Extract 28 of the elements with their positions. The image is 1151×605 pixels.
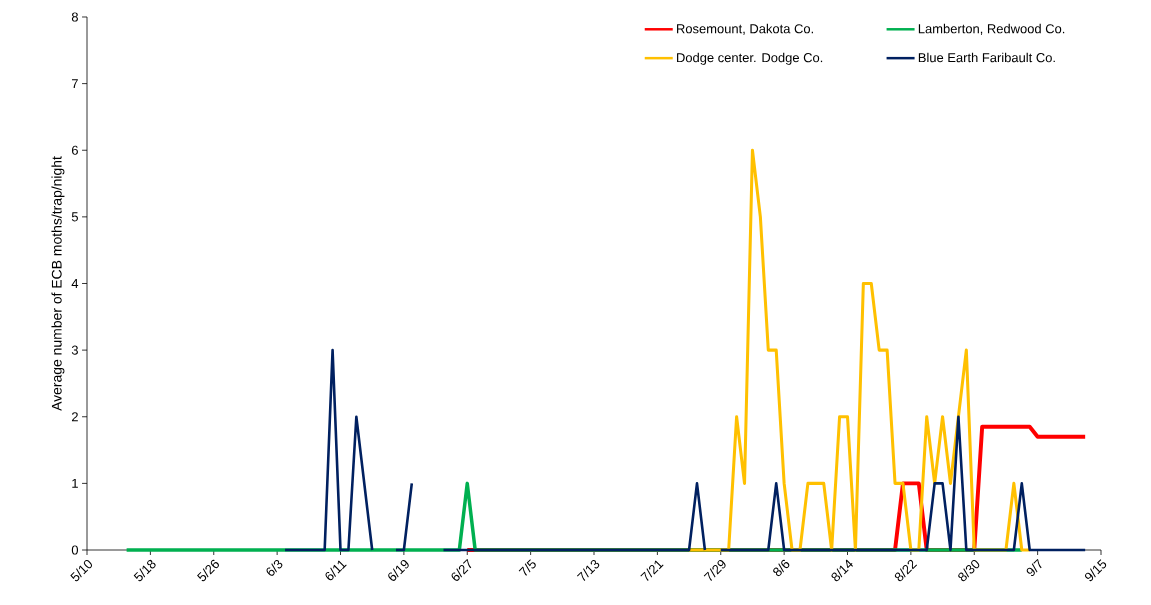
y-axis-title: Average number of ECB moths/trap/night [51, 156, 65, 411]
x-tick-label: 5/10 [70, 559, 93, 582]
y-tick-label: 4 [71, 279, 79, 288]
x-tick-label: 5/18 [133, 559, 156, 582]
legend-label: Lamberton, Redwood Co. [918, 23, 1065, 35]
x-tick-label: 8/6 [773, 559, 790, 577]
y-tick-label: 5 [71, 212, 78, 222]
x-tick-label: 7/21 [640, 560, 664, 581]
legend-label: Rosemount, Dakota Co. [677, 23, 813, 35]
x-tick-label: 8/30 [958, 559, 980, 582]
x-tick-label: 9/7 [1026, 558, 1042, 577]
legend-label: Dodge center. Dodge Co. [677, 52, 823, 65]
x-tick-label: 7/5 [518, 559, 536, 576]
y-tick-label: 3 [71, 345, 78, 355]
y-tick-label: 2 [71, 412, 78, 422]
x-tick-label: 6/27 [451, 558, 472, 581]
x-tick-label: 6/3 [266, 559, 283, 576]
y-tick-label: 8 [71, 12, 78, 22]
y-tick-label: 0 [71, 545, 79, 555]
legend-label: Blue Earth Faribault Co. [918, 52, 1055, 63]
x-tick-label: 7/13 [576, 559, 600, 581]
y-tick-label: 6 [71, 145, 78, 155]
x-tick-label: 6/11 [325, 560, 347, 581]
x-tick-label: 7/29 [703, 560, 726, 581]
y-tick-label: 7 [71, 79, 78, 89]
x-tick-label: 8/22 [894, 559, 918, 582]
y-tick-label: 1 [72, 478, 78, 488]
x-tick-label: 6/19 [388, 560, 409, 581]
